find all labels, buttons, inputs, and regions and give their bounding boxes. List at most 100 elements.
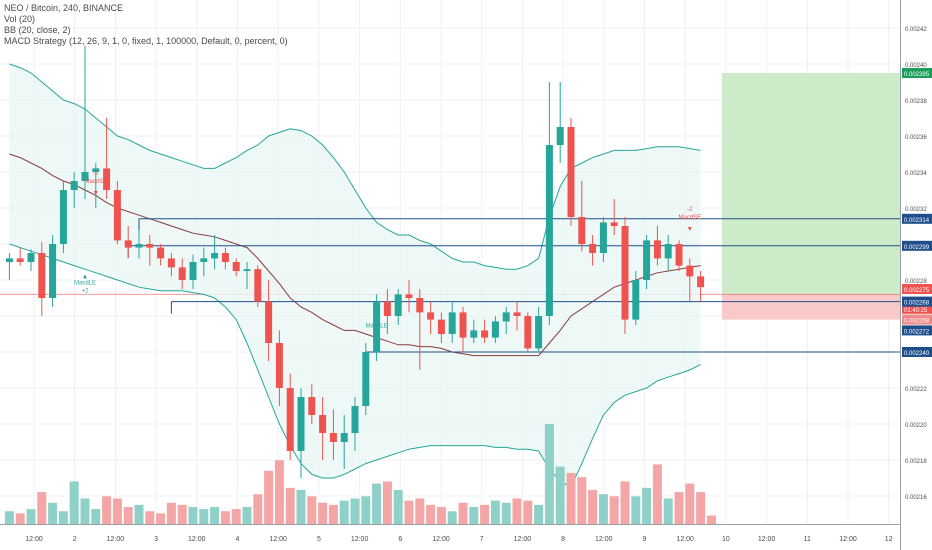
volume-bar [48, 502, 58, 524]
candle-body [545, 145, 553, 316]
volume-bar [447, 511, 457, 524]
candle-body [113, 190, 121, 241]
volume-bar [188, 506, 198, 524]
volume-bar [166, 502, 176, 524]
time-axis[interactable]: 12:00 2 12:00 3 12:00 4 12:00 5 12:00 6 12:00 7 12:0… [0, 524, 900, 550]
volume-bar [426, 504, 436, 524]
volume-bar [534, 504, 544, 524]
time-tick-label: 6 [398, 536, 402, 543]
candle-body [243, 269, 251, 271]
volume-bar [652, 464, 662, 524]
candle-body [59, 190, 67, 244]
bollinger-lower [9, 243, 701, 488]
volume-legend[interactable]: Vol (20) [4, 14, 36, 24]
bollinger-legend[interactable]: BB (20, close, 2) [4, 25, 71, 35]
price-label-badge [902, 240, 932, 251]
candle-body [535, 316, 543, 349]
volume-bar [642, 487, 652, 524]
time-tick-label: 11 [804, 536, 811, 543]
candle-body [232, 262, 240, 271]
volume-bar [469, 506, 479, 524]
volume-bar [274, 460, 284, 524]
volume-bar [382, 481, 392, 524]
price-tick-label: 0.00222 [905, 387, 927, 393]
signal-qty: +2 [82, 288, 90, 294]
candle-body [146, 244, 154, 248]
volume-bar [328, 504, 338, 524]
volume-bar [210, 506, 220, 524]
macd-strategy-legend[interactable]: MACD Strategy (12, 26, 9, 1, 0, fixed, 1… [4, 36, 288, 46]
volume-bar [26, 509, 36, 524]
volume-bar [490, 500, 500, 524]
candle-body [578, 217, 586, 244]
volume-bar [544, 424, 554, 524]
time-tick-label: 12 [885, 536, 893, 543]
time-tick-label: 4 [236, 536, 240, 543]
volume-bar [112, 498, 122, 524]
signal-arrow [687, 227, 692, 231]
time-tick-label: 7 [480, 536, 484, 543]
volume-bar [318, 502, 328, 524]
candle-body [362, 352, 370, 406]
chart-pane[interactable]: -2 MacdSE +2 MacdLE +2 MacdLE -2 MacdSE NEO / B… [0, 0, 900, 524]
volume-bar [80, 498, 90, 524]
price-tick-label: 0.00228 [905, 279, 927, 285]
price-tick-label: 0.00220 [905, 423, 927, 429]
candle-body [189, 262, 197, 280]
price-label-text: 0.002275 [904, 288, 930, 294]
price-label-badge [902, 68, 932, 78]
candle-body [632, 280, 640, 320]
bollinger-fill [9, 64, 701, 487]
candle-body [697, 276, 705, 288]
volume-bar [69, 481, 79, 524]
volume-bar [674, 492, 684, 524]
time-tick-label: 12:00 [676, 536, 694, 543]
candle-body [567, 127, 575, 217]
price-axis[interactable]: 0.00242 0.00240 0.00238 0.00236 0.00234 0.002… [900, 0, 932, 550]
price-label-text: 0.002268 [904, 301, 930, 307]
time-tick-label: 12:00 [839, 536, 857, 543]
candle-body [524, 316, 532, 349]
price-label-text: 0.002314 [904, 218, 930, 224]
volume-bar [123, 506, 133, 524]
price-label-badge [902, 314, 932, 325]
price-chart[interactable]: -2 MacdSE +2 MacdLE +2 MacdLE -2 MacdSE [0, 0, 900, 524]
signal-label: MacdSE [678, 215, 701, 221]
price-label-text: 0.002272 [904, 329, 930, 335]
volume-bar [156, 513, 166, 524]
candle-body [599, 222, 607, 253]
candle-body [38, 253, 46, 298]
time-tick-label: 12:00 [432, 536, 450, 543]
candle-body [513, 312, 521, 316]
volume-bar [134, 504, 144, 524]
signal-label: MacdLE [74, 280, 96, 286]
candle-body [610, 222, 618, 226]
symbol-legend[interactable]: NEO / Bitcoin, 240, BINANCE [4, 3, 124, 13]
signal-label: MacdLE [366, 324, 388, 330]
volume-bar [566, 472, 576, 524]
time-tick-label: 12:00 [758, 536, 776, 543]
volume-bar [177, 504, 187, 524]
volume-bar [339, 500, 349, 524]
volume-bar [393, 489, 403, 524]
candle-body [686, 265, 694, 277]
candle-body [221, 253, 229, 262]
price-label-badge [902, 303, 932, 314]
volume-bar [4, 511, 14, 524]
signal-qty: -2 [687, 207, 693, 213]
candle-body [437, 319, 445, 334]
candle-body [589, 244, 597, 253]
price-tick-label: 0.00238 [905, 99, 927, 105]
candle-body [5, 258, 13, 262]
price-label-badge [902, 296, 932, 307]
price-tick-label: 0.00216 [905, 495, 927, 501]
candle-body [502, 312, 510, 322]
time-tick-label: 3 [154, 536, 158, 543]
price-tick-label: 0.00240 [905, 63, 927, 69]
volume-bar [555, 466, 565, 524]
volume-bar [145, 511, 155, 524]
signal-arrow [93, 191, 98, 195]
volume-bar [501, 502, 511, 524]
candle-body [427, 312, 435, 320]
price-tick-label: 0.00232 [905, 207, 927, 213]
